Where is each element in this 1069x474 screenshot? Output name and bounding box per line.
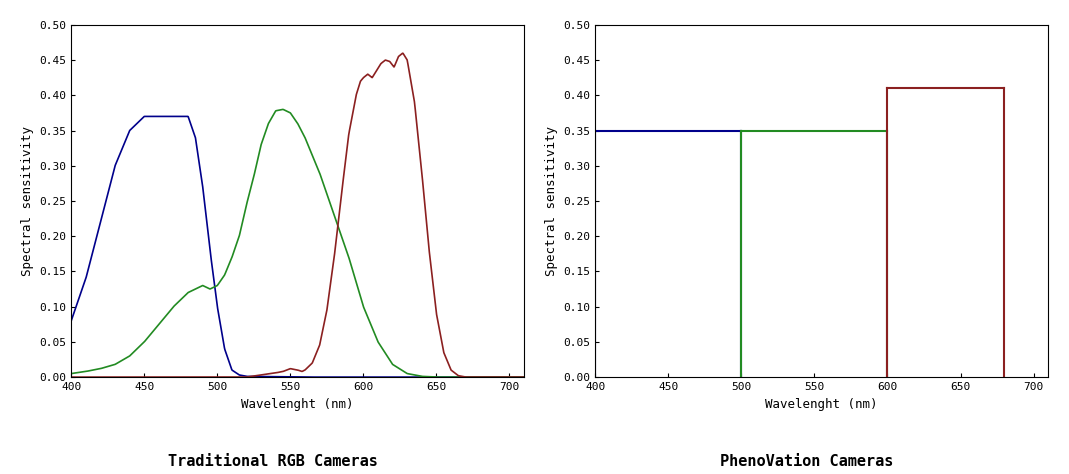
X-axis label: Wavelenght (nm): Wavelenght (nm): [242, 398, 354, 410]
Y-axis label: Spectral sensitivity: Spectral sensitivity: [545, 126, 558, 276]
Text: PhenoVation Cameras: PhenoVation Cameras: [721, 454, 894, 469]
X-axis label: Wavelenght (nm): Wavelenght (nm): [765, 398, 878, 410]
Text: Traditional RGB Cameras: Traditional RGB Cameras: [168, 454, 377, 469]
Y-axis label: Spectral sensitivity: Spectral sensitivity: [20, 126, 34, 276]
